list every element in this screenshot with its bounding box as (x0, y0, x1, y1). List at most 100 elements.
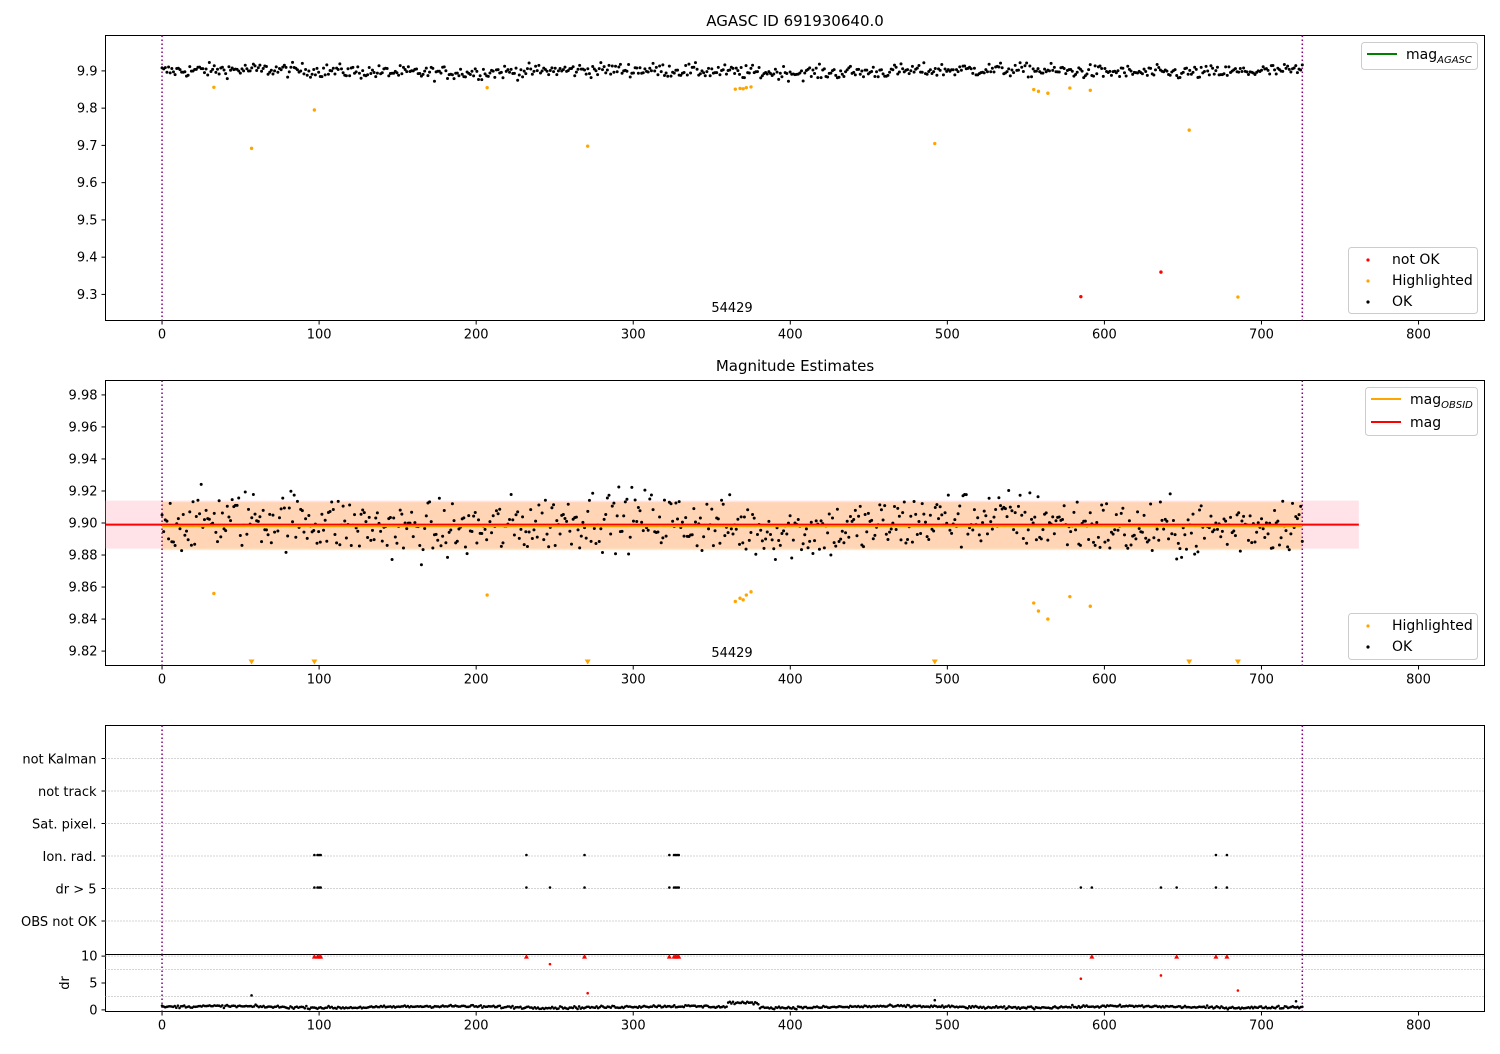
data-point (470, 529, 474, 533)
panel1-legend-bottom: not OK Highlighted OK (1348, 247, 1478, 314)
data-point (881, 518, 885, 522)
data-point (287, 70, 291, 74)
data-point (1034, 538, 1038, 542)
data-point (418, 544, 422, 548)
data-point (273, 69, 277, 73)
flag-point (313, 886, 316, 889)
data-point (325, 63, 329, 67)
data-point (530, 536, 534, 540)
data-point (628, 535, 632, 539)
data-point (178, 527, 182, 531)
data-point (245, 67, 249, 71)
data-point (1155, 63, 1159, 67)
data-point (943, 67, 947, 71)
panel2-legend-bottom-box (1348, 613, 1478, 660)
data-point (889, 527, 893, 531)
data-point (914, 512, 918, 516)
data-point (401, 65, 405, 69)
data-point (359, 76, 363, 80)
data-point (888, 530, 892, 534)
data-point (1100, 67, 1104, 71)
data-point (917, 519, 921, 523)
data-point (870, 70, 874, 74)
data-point (623, 500, 627, 504)
data-point (959, 68, 963, 72)
data-point (167, 537, 171, 541)
data-point (214, 70, 218, 74)
off-scale-marker (248, 659, 255, 665)
data-point (1061, 517, 1065, 521)
data-point (628, 75, 632, 79)
data-point (876, 75, 880, 79)
data-point (426, 74, 430, 78)
data-point (747, 538, 751, 542)
data-point (550, 66, 554, 70)
data-point (269, 68, 273, 72)
off-scale-marker (931, 659, 938, 665)
data-point (1170, 532, 1174, 536)
data-point (183, 533, 187, 537)
data-point (1284, 66, 1288, 70)
data-point (1297, 513, 1301, 517)
data-point (710, 67, 714, 71)
data-point (561, 513, 565, 517)
data-point (736, 69, 740, 73)
data-point (723, 534, 727, 538)
data-point (1224, 65, 1228, 69)
data-point-highlighted (249, 146, 254, 151)
data-point (1109, 73, 1113, 77)
data-point-highlighted (749, 85, 753, 89)
data-point (281, 496, 285, 500)
data-point (1020, 65, 1024, 69)
data-point (1023, 510, 1027, 514)
data-point (600, 68, 604, 72)
data-point (788, 70, 792, 74)
data-point (664, 71, 668, 75)
data-point (654, 65, 658, 69)
panel1-data-points (160, 60, 1304, 299)
data-point (395, 71, 399, 75)
data-point (335, 541, 339, 545)
data-point (969, 67, 973, 71)
data-point (1010, 509, 1014, 513)
data-point (720, 498, 724, 502)
dr-outlier-point (250, 994, 253, 997)
data-point (1132, 533, 1136, 537)
data-point (780, 532, 784, 536)
data-point (506, 68, 510, 72)
legend-not-ok-label: not OK (1392, 252, 1440, 268)
data-point (1007, 489, 1011, 493)
data-point (638, 509, 642, 513)
data-point (1266, 532, 1270, 536)
data-point (1233, 534, 1237, 538)
data-point (1180, 555, 1184, 559)
dr-point (308, 1007, 311, 1011)
data-point (901, 511, 905, 515)
data-point (1075, 70, 1079, 74)
data-point (858, 72, 862, 76)
data-point (1052, 65, 1056, 69)
dr-point (1071, 1003, 1074, 1007)
data-point (1209, 514, 1213, 518)
data-point (392, 516, 396, 520)
flag-point (1225, 886, 1229, 889)
data-point (463, 545, 467, 549)
data-point (529, 67, 533, 71)
data-point (755, 532, 759, 536)
data-point (879, 68, 883, 72)
data-point (618, 62, 622, 66)
data-point-highlighted (744, 593, 749, 597)
data-point (558, 532, 562, 536)
data-point (873, 533, 877, 537)
data-point (1015, 531, 1019, 535)
data-point (666, 74, 670, 78)
data-point (357, 71, 361, 75)
dr-point (382, 1004, 386, 1008)
data-point (817, 547, 821, 551)
data-point (1202, 536, 1206, 540)
data-point (1214, 69, 1218, 73)
data-point (217, 499, 221, 503)
data-point (512, 533, 516, 537)
data-point (1101, 74, 1105, 78)
data-point (1095, 72, 1099, 76)
